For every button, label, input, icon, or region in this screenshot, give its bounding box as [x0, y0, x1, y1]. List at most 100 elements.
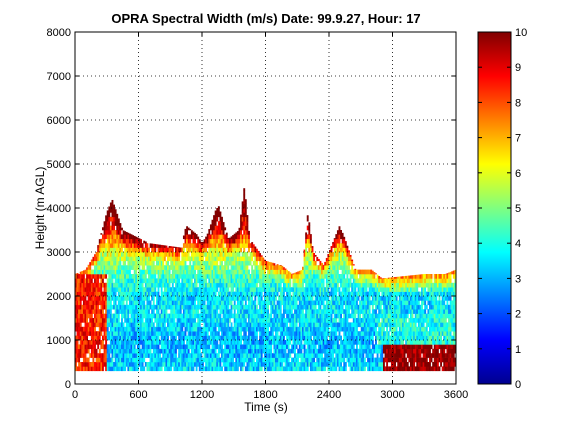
- heatmap-cell: [143, 335, 146, 341]
- heatmap-cell: [314, 287, 317, 292]
- heatmap-cell: [251, 269, 254, 275]
- heatmap-cell: [208, 362, 211, 367]
- heatmap-cell: [138, 309, 141, 314]
- heatmap-cell: [357, 357, 360, 363]
- heatmap-cell: [159, 269, 162, 275]
- heatmap-cell: [216, 366, 219, 372]
- heatmap-cell: [165, 331, 168, 336]
- heatmap-cell: [176, 309, 179, 314]
- heatmap-cell: [159, 322, 162, 328]
- heatmap-cell: [116, 287, 119, 292]
- heatmap-cell: [122, 278, 125, 284]
- heatmap-cell: [305, 362, 308, 367]
- heatmap-cell: [214, 210, 217, 213]
- heatmap-cell: [268, 300, 271, 306]
- heatmap-cell: [360, 304, 363, 310]
- heatmap-cell: [230, 331, 233, 336]
- heatmap-cell: [190, 313, 193, 319]
- heatmap-cell: [333, 344, 336, 350]
- heatmap-cell: [167, 282, 169, 288]
- heatmap-cell: [327, 357, 330, 363]
- heatmap-cell: [314, 260, 317, 266]
- heatmap-cell: [271, 366, 274, 372]
- heatmap-cell: [338, 331, 341, 336]
- heatmap-cell: [322, 291, 325, 297]
- heatmap-cell: [270, 278, 273, 284]
- heatmap-cell: [205, 252, 208, 257]
- heatmap-cell: [101, 300, 104, 306]
- heatmap-cell: [224, 348, 227, 354]
- heatmap-cell: [205, 256, 208, 262]
- heatmap-cell: [351, 269, 354, 275]
- heatmap-cell: [329, 300, 331, 306]
- heatmap-cell: [319, 335, 322, 341]
- heatmap-cell: [82, 348, 85, 354]
- heatmap-cell: [132, 247, 135, 253]
- heatmap-cell: [268, 291, 271, 297]
- heatmap-cell: [249, 340, 252, 345]
- heatmap-cell: [89, 344, 92, 350]
- heatmap-cell: [278, 296, 281, 301]
- heatmap-cell: [103, 326, 106, 332]
- heatmap-cell: [329, 252, 331, 257]
- heatmap-cell: [355, 353, 358, 358]
- heatmap-cell: [98, 313, 101, 319]
- heatmap-cell: [89, 274, 92, 279]
- heatmap-cell: [141, 243, 144, 248]
- heatmap-cell: [233, 318, 236, 323]
- heatmap-cell: [148, 326, 150, 332]
- heatmap-cell: [141, 309, 144, 314]
- heatmap-cell: [78, 331, 81, 336]
- heatmap-cell: [149, 348, 152, 354]
- heatmap-cell: [316, 318, 319, 323]
- heatmap-cell: [98, 322, 101, 328]
- heatmap-cell: [108, 309, 111, 314]
- heatmap-cell: [143, 348, 146, 354]
- heatmap-cell: [303, 348, 306, 354]
- heatmap-cell: [265, 296, 268, 301]
- heatmap-cell: [273, 362, 276, 367]
- heatmap-cell: [238, 304, 241, 310]
- heatmap-cell: [108, 234, 111, 240]
- heatmap-cell: [105, 296, 108, 301]
- heatmap-cell: [133, 300, 136, 306]
- heatmap-cell: [282, 348, 285, 354]
- heatmap-cell: [262, 335, 265, 341]
- heatmap-cell: [224, 326, 227, 332]
- heatmap-cell: [275, 291, 277, 297]
- heatmap-cell: [309, 238, 312, 244]
- heatmap-cell: [338, 309, 341, 314]
- heatmap-cell: [252, 300, 255, 306]
- heatmap-cell: [203, 278, 206, 284]
- heatmap-cell: [346, 326, 349, 332]
- heatmap-cell: [122, 326, 125, 332]
- heatmap-cell: [216, 234, 219, 240]
- heatmap-cell: [128, 318, 131, 323]
- heatmap-cell: [338, 353, 341, 358]
- heatmap-cell: [94, 340, 96, 345]
- heatmap-cell: [254, 265, 257, 270]
- heatmap-cell: [216, 331, 219, 336]
- heatmap-cell: [101, 357, 104, 363]
- heatmap-cell: [94, 274, 96, 279]
- heatmap-cell: [317, 296, 320, 301]
- heatmap-cell: [79, 274, 82, 279]
- heatmap-cell: [194, 353, 196, 358]
- heatmap-cell: [338, 291, 341, 297]
- heatmap-cell: [89, 313, 92, 319]
- heatmap-cell: [178, 252, 181, 257]
- heatmap-cell: [141, 260, 144, 266]
- heatmap-cell: [203, 331, 206, 336]
- heatmap-cell: [259, 340, 262, 345]
- heatmap-cell: [325, 287, 328, 292]
- heatmap-cell: [222, 230, 225, 235]
- heatmap-cell: [240, 221, 242, 226]
- heatmap-cell: [105, 313, 108, 319]
- heatmap-cell: [211, 234, 214, 240]
- heatmap-cell: [349, 254, 352, 257]
- heatmap-cell: [235, 232, 238, 235]
- heatmap-cell: [319, 300, 322, 306]
- heatmap-cell: [294, 278, 296, 284]
- heatmap-cell: [305, 291, 308, 297]
- heatmap-cell: [298, 300, 301, 306]
